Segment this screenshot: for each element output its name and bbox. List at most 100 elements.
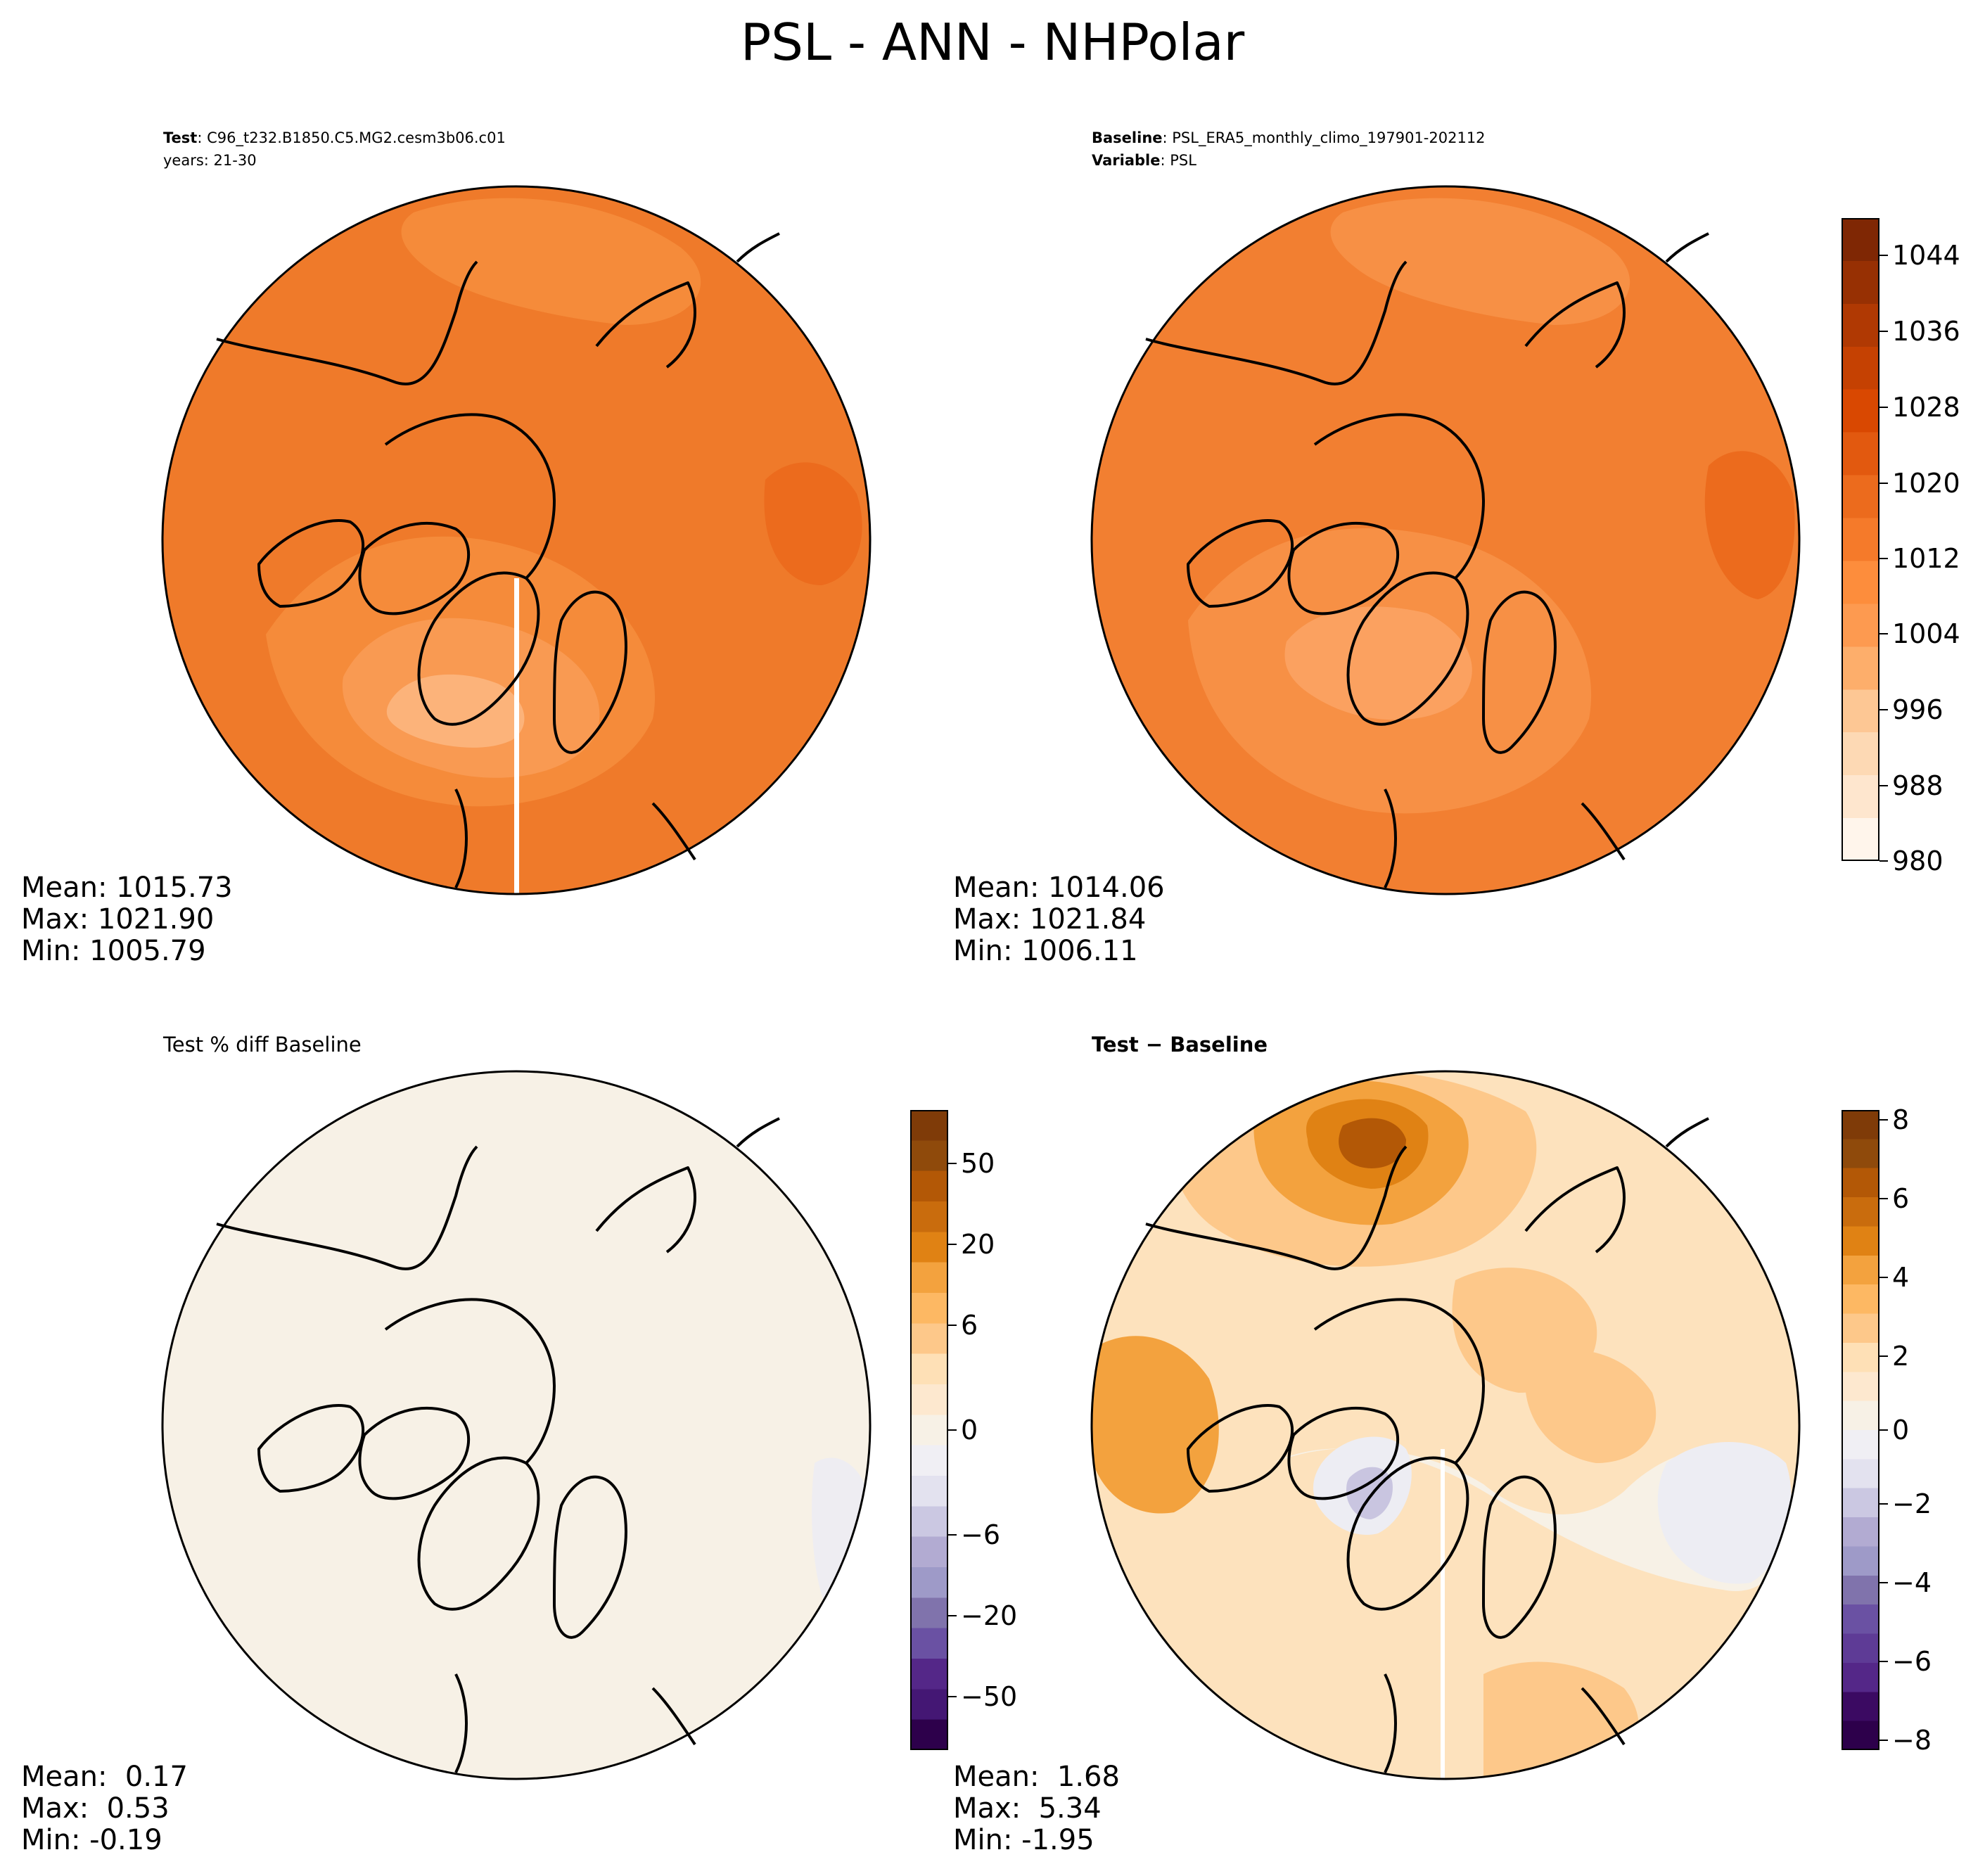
map-baseline <box>1090 185 1801 895</box>
map-baseline-band-lower <box>1284 606 1472 720</box>
pct-colorbar-tick-label: −50 <box>961 1680 1018 1712</box>
baseline-max: Max: 1021.84 <box>953 903 1147 936</box>
main-colorbar-tick-label: 988 <box>1892 770 1943 802</box>
diff-max: Max: 5.34 <box>953 1792 1102 1825</box>
test-stats: Mean: 1015.73 Max: 1021.90 Min: 1005.79 <box>21 872 233 967</box>
diff-colorbar-tick <box>1879 1277 1888 1279</box>
main-colorbar-tick <box>1879 860 1888 862</box>
diff-colorbar-frame <box>1842 1110 1879 1750</box>
colorbar-main: 1044 1036 1028 1020 1012 1004 996 988 980 <box>1842 218 1960 876</box>
map-diff-neg-east <box>1657 1442 1792 1584</box>
map-diff-pos-north-max <box>1339 1118 1406 1168</box>
main-colorbar-tick <box>1879 482 1888 484</box>
test-label-key: Test <box>163 129 198 146</box>
main-colorbar-tick <box>1879 785 1888 787</box>
colorbar-diff: 8 6 4 2 0 −2 −4 −6 −8 <box>1842 1104 1932 1756</box>
map-pct-diff <box>161 1070 872 1780</box>
pct-min: Min: -0.19 <box>21 1824 162 1856</box>
pct-colorbar-fill <box>910 1110 948 1750</box>
test-max: Max: 1021.90 <box>21 903 215 936</box>
pct-colorbar-tick-label: −6 <box>961 1519 1001 1551</box>
baseline-label-value: : PSL_ERA5_monthly_climo_197901-202112 <box>1162 129 1486 146</box>
diff-colorbar-tick <box>1879 1660 1888 1662</box>
map-diff-neg-atlantic <box>1272 1448 1787 1591</box>
map-test-outline <box>161 185 872 895</box>
baseline-label-key: Baseline <box>1092 129 1163 146</box>
map-test-high <box>764 462 862 585</box>
map-diff-outline <box>1090 1070 1801 1780</box>
pct-colorbar-tick-label: 50 <box>961 1148 995 1180</box>
baseline-min: Min: 1006.11 <box>953 935 1138 967</box>
baseline-variable-key: Variable <box>1092 152 1161 169</box>
main-colorbar-tick-label: 1020 <box>1892 467 1960 499</box>
diff-colorbar-tick-label: −8 <box>1892 1725 1932 1756</box>
main-colorbar-frame <box>1842 218 1879 861</box>
main-colorbar-tick-label: 996 <box>1892 694 1943 726</box>
main-colorbar-tick-label: 1036 <box>1892 315 1960 347</box>
map-diff-neg-core <box>1346 1467 1393 1519</box>
baseline-mean: Mean: 1014.06 <box>953 872 1165 904</box>
test-label-value: : C96_t232.B1850.C5.MG2.cesm3b06.c01 <box>197 129 506 146</box>
diff-colorbar-tick <box>1879 1502 1888 1505</box>
diff-colorbar-tick-label: −2 <box>1892 1488 1932 1519</box>
diff-min: Min: -1.95 <box>953 1824 1094 1856</box>
main-colorbar-fill <box>1842 218 1879 861</box>
main-colorbar-tick-label: 980 <box>1892 846 1943 876</box>
test-header: Test: C96_t232.B1850.C5.MG2.cesm3b06.c01… <box>163 127 506 172</box>
map-diff-coastlines <box>1145 1117 1709 1773</box>
diff-colorbar-tick-label: 8 <box>1892 1104 1910 1135</box>
pct-colorbar-tick-label: 0 <box>961 1415 978 1446</box>
map-test-ne-band <box>401 198 701 325</box>
pct-colorbar-tick-label: 20 <box>961 1229 995 1261</box>
diff-colorbar-tick <box>1879 1429 1888 1431</box>
pct-colorbar-frame <box>910 1110 948 1750</box>
diff-colorbar-tick-label: 4 <box>1892 1262 1910 1294</box>
pct-colorbar-tick <box>948 1244 957 1246</box>
main-colorbar-tick-label: 1012 <box>1892 542 1960 574</box>
map-pct-coastlines <box>216 1117 780 1773</box>
map-baseline-ne-band <box>1330 198 1630 325</box>
colorbar-pct-diff: 50 20 6 0 −6 −20 −50 <box>910 1110 1017 1750</box>
test-min: Min: 1005.79 <box>21 935 206 967</box>
main-colorbar-tick <box>1879 255 1888 256</box>
pct-max: Max: 0.53 <box>21 1792 170 1825</box>
diff-colorbar-tick-label: −4 <box>1892 1566 1932 1598</box>
map-diff-seam <box>1441 1449 1445 1779</box>
diff-colorbar-tick <box>1879 1118 1888 1121</box>
map-pct-bg <box>162 1071 870 1779</box>
map-baseline-coastlines <box>1145 232 1709 888</box>
diff-colorbar-tick <box>1879 1198 1888 1200</box>
diff-colorbar-fill <box>1842 1110 1879 1750</box>
main-colorbar-tick-label: 1044 <box>1892 240 1960 271</box>
map-pct-outline <box>161 1070 872 1780</box>
baseline-variable-value: : PSL <box>1160 152 1196 169</box>
pct-colorbar-tick-label: 6 <box>961 1309 978 1341</box>
map-test-coastlines <box>216 232 780 888</box>
main-colorbar-tick <box>1879 633 1888 635</box>
diff-colorbar-tick <box>1879 1581 1888 1583</box>
figure-title: PSL - ANN - NHPolar <box>740 13 1245 72</box>
diff-stats: Mean: 1.68 Max: 5.34 Min: -1.95 <box>953 1761 1120 1856</box>
pct-colorbar-tick <box>948 1614 957 1616</box>
baseline-header: Baseline: PSL_ERA5_monthly_climo_197901-… <box>1092 127 1486 172</box>
diff-colorbar-tick <box>1879 1740 1888 1742</box>
map-pct-neg <box>812 1457 870 1611</box>
pct-colorbar-tick <box>948 1534 957 1536</box>
test-years: years: 21-30 <box>163 152 257 169</box>
map-diff-pos-east <box>1524 1350 1657 1463</box>
pct-colorbar-tick-label: −20 <box>961 1600 1018 1631</box>
map-baseline-high <box>1704 451 1795 599</box>
map-baseline-outline <box>1090 185 1801 895</box>
pct-stats: Mean: 0.17 Max: 0.53 Min: -0.19 <box>21 1761 188 1856</box>
main-colorbar-tick-label: 1004 <box>1892 618 1960 650</box>
map-test <box>161 185 872 895</box>
map-diff-pos-west <box>1092 1336 1219 1514</box>
diff-colorbar-tick-label: −6 <box>1892 1645 1932 1677</box>
map-test-seam <box>514 578 519 894</box>
pct-mean: Mean: 0.17 <box>21 1761 188 1793</box>
main-colorbar-tick <box>1879 330 1888 332</box>
diff-colorbar-tick-label: 0 <box>1892 1415 1910 1446</box>
test-mean: Mean: 1015.73 <box>21 872 233 904</box>
pct-diff-subtitle: Test % diff Baseline <box>163 1033 362 1057</box>
pct-colorbar-tick <box>948 1163 957 1165</box>
